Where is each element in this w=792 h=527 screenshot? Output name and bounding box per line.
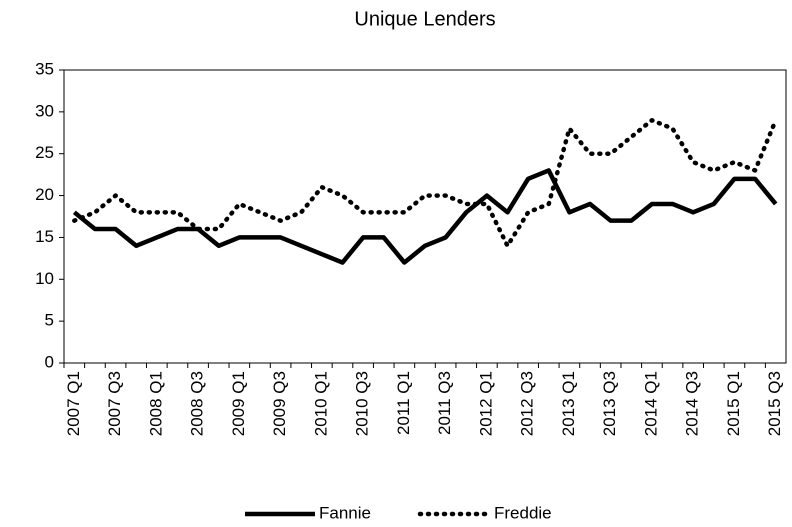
x-tick-label: 2012 Q3	[518, 371, 537, 436]
x-tick-label: 2012 Q1	[476, 371, 495, 436]
y-tick-label: 20	[35, 185, 54, 204]
x-tick-label: 2009 Q1	[229, 371, 248, 436]
x-tick-label: 2013 Q1	[559, 371, 578, 436]
x-tick-label: 2008 Q3	[188, 371, 207, 436]
x-tick-label: 2010 Q3	[353, 371, 372, 436]
x-tick-label: 2011 Q1	[394, 371, 413, 435]
x-tick-label: 2015 Q1	[724, 371, 743, 436]
x-tick-label: 2009 Q3	[270, 371, 289, 436]
x-tick-label: 2010 Q1	[311, 371, 330, 436]
x-tick-label: 2007 Q1	[64, 371, 83, 436]
x-tick-label: 2015 Q3	[765, 371, 784, 436]
x-tick-label: 2013 Q3	[600, 371, 619, 436]
x-tick-label: 2007 Q3	[105, 371, 124, 436]
line-series	[72, 117, 778, 249]
x-tick-label: 2011 Q3	[435, 371, 454, 435]
legend-label: Fannie	[319, 503, 371, 522]
legend-label: Freddie	[494, 503, 552, 522]
y-tick-label: 5	[45, 311, 54, 330]
x-tick-label: 2014 Q3	[683, 371, 702, 436]
y-tick-label: 0	[45, 352, 54, 371]
y-tick-label: 25	[35, 143, 54, 162]
plot-area	[63, 69, 787, 364]
y-tick-label: 30	[35, 101, 54, 120]
chart-title: Unique Lenders	[354, 8, 495, 30]
y-tick-label: 10	[35, 269, 54, 288]
y-tick-label: 35	[35, 59, 54, 78]
x-tick-label: 2008 Q1	[146, 371, 165, 436]
x-tick-label: 2014 Q1	[641, 371, 660, 436]
line-series	[72, 168, 778, 265]
y-tick-label: 15	[35, 227, 54, 246]
